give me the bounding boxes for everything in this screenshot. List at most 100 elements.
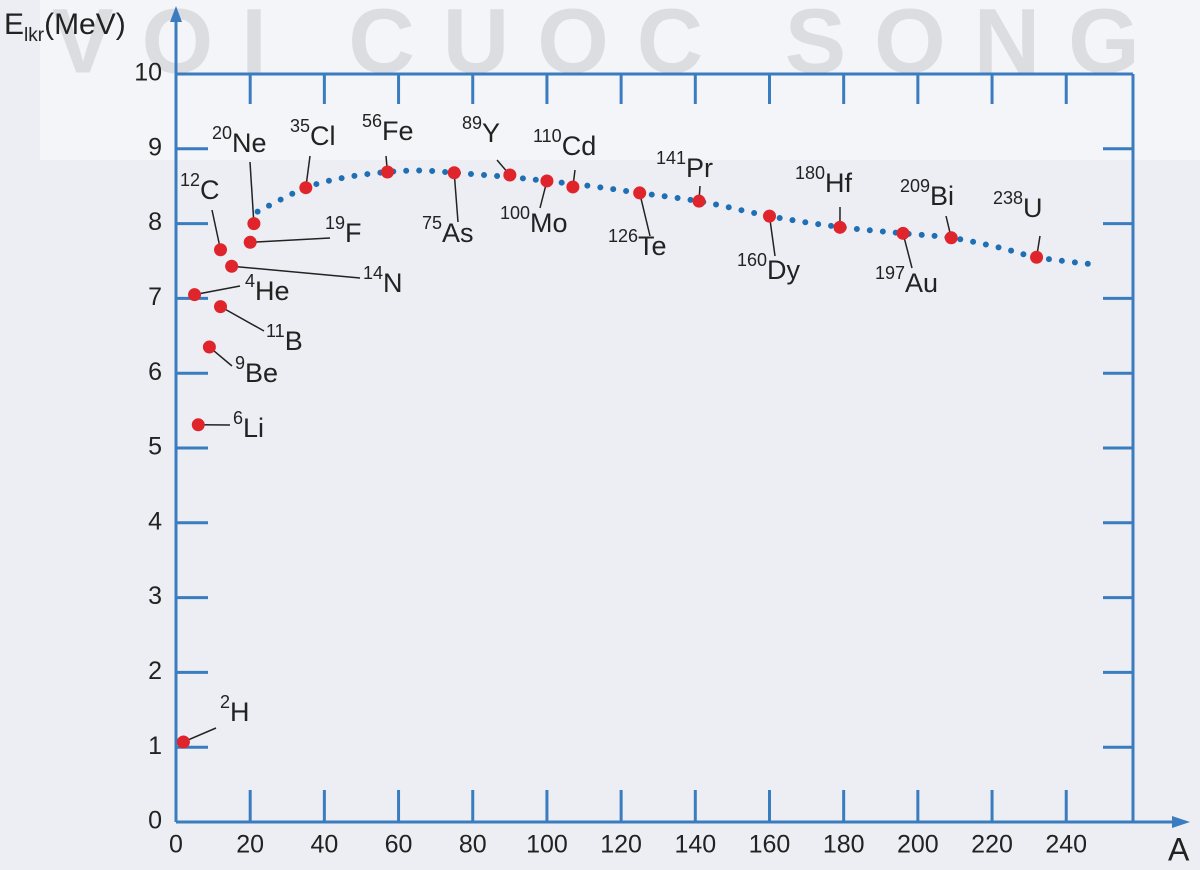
y-tick-label: 9: [148, 133, 162, 161]
element-symbol: He: [255, 276, 290, 306]
element-symbol: As: [442, 218, 474, 248]
data-point: [503, 168, 517, 182]
element-symbol: Y: [482, 118, 500, 148]
y-label-unit: (MeV): [44, 8, 126, 41]
x-tick-label: 100: [526, 831, 568, 859]
mass-number: 180: [795, 163, 825, 183]
mass-number: 56: [362, 111, 382, 131]
data-point: [202, 340, 216, 354]
point-label: 197Au: [875, 263, 938, 298]
data-point: [944, 231, 958, 245]
data-point: [762, 209, 776, 223]
mass-number: 197: [875, 263, 905, 283]
mass-number: 14: [363, 263, 383, 283]
data-point: [299, 181, 313, 195]
y-tick-label: 8: [148, 208, 162, 236]
data-point: [896, 226, 910, 240]
x-tick-label: 160: [749, 831, 791, 859]
leader-line: [768, 216, 776, 257]
y-tick-label: 6: [148, 358, 162, 386]
x-tick-label: 220: [971, 831, 1013, 859]
leader-line: [250, 237, 331, 244]
element-symbol: N: [383, 268, 403, 298]
y-tick-label: 2: [148, 657, 162, 685]
data-point: [633, 186, 647, 200]
y-label-sub: lkr: [24, 25, 45, 46]
data-point: [566, 180, 580, 194]
data-point: [1030, 250, 1044, 264]
mass-number: 160: [737, 250, 767, 270]
y-tick-label: 10: [134, 59, 162, 87]
watermark: VOI CUOC SONG: [52, 0, 1167, 92]
x-tick-label: 40: [310, 831, 338, 859]
element-symbol: Li: [243, 413, 264, 443]
point-label: 126Te: [608, 226, 667, 261]
data-point: [214, 300, 228, 314]
leader-line: [231, 265, 361, 279]
data-point: [247, 217, 261, 231]
point-label: 12C: [180, 170, 220, 205]
leader-line: [453, 172, 459, 223]
point-label: 160Dy: [737, 250, 801, 285]
mass-number: 6: [233, 408, 243, 428]
leader-line: [194, 285, 241, 296]
mass-number: 11: [266, 321, 285, 341]
x-axis-label: A: [1168, 831, 1190, 867]
element-symbol: Cl: [310, 121, 336, 151]
element-symbol: U: [1023, 193, 1043, 223]
mass-number: 12: [180, 170, 200, 190]
point-label: 2H: [220, 692, 250, 727]
point-label: 6Li: [233, 408, 264, 443]
point-label: 238U: [993, 188, 1043, 223]
y-tick-label: 3: [148, 582, 162, 610]
mass-number: 110: [533, 126, 562, 146]
y-tick-label: 7: [148, 283, 162, 311]
element-symbol: Pr: [686, 153, 713, 183]
y-tick-label: 1: [148, 732, 162, 760]
point-label: 75As: [422, 213, 474, 248]
element-symbol: H: [230, 697, 250, 727]
y-tick-label: 4: [148, 507, 162, 535]
data-point: [540, 174, 554, 188]
mass-number: 100: [500, 203, 530, 223]
fit-curve: [254, 167, 1099, 268]
element-symbol: Ne: [232, 128, 267, 158]
data-point: [225, 259, 239, 273]
data-point: [176, 735, 190, 749]
x-tick-label: 80: [459, 831, 487, 859]
point-label: 35Cl: [290, 116, 336, 151]
x-axis-arrow: [1172, 816, 1190, 828]
mass-number: 20: [212, 123, 232, 143]
mass-number: 4: [245, 271, 255, 291]
x-tick-label: 140: [674, 831, 716, 859]
data-point: [833, 220, 847, 234]
mass-number: 238: [993, 188, 1023, 208]
element-symbol: B: [285, 326, 303, 356]
leader-line: [220, 305, 265, 332]
point-label: 141Pr: [656, 148, 713, 183]
element-symbol: C: [200, 175, 220, 205]
element-symbol: Te: [638, 231, 667, 261]
point-label: 89Y: [462, 113, 500, 148]
y-tick-label: 5: [148, 433, 162, 461]
x-tick-label: 120: [600, 831, 642, 859]
x-tick-label: 60: [385, 831, 413, 859]
point-label: 11B: [266, 321, 303, 356]
data-point: [447, 166, 461, 180]
mass-number: 9: [235, 353, 245, 373]
point-label: 19F: [325, 213, 362, 248]
element-symbol: Be: [245, 358, 278, 388]
x-tick-label: 180: [823, 831, 865, 859]
element-symbol: Hf: [825, 168, 852, 198]
element-symbol: F: [345, 218, 362, 248]
element-symbol: Fe: [382, 116, 414, 146]
mass-number: 35: [290, 116, 310, 136]
mass-number: 209: [900, 176, 930, 196]
point-label: 9Be: [235, 353, 278, 388]
leader-line: [211, 209, 222, 250]
element-symbol: Au: [905, 268, 938, 298]
point-label: 14N: [363, 263, 403, 298]
data-point: [191, 418, 205, 432]
mass-number: 75: [422, 213, 442, 233]
